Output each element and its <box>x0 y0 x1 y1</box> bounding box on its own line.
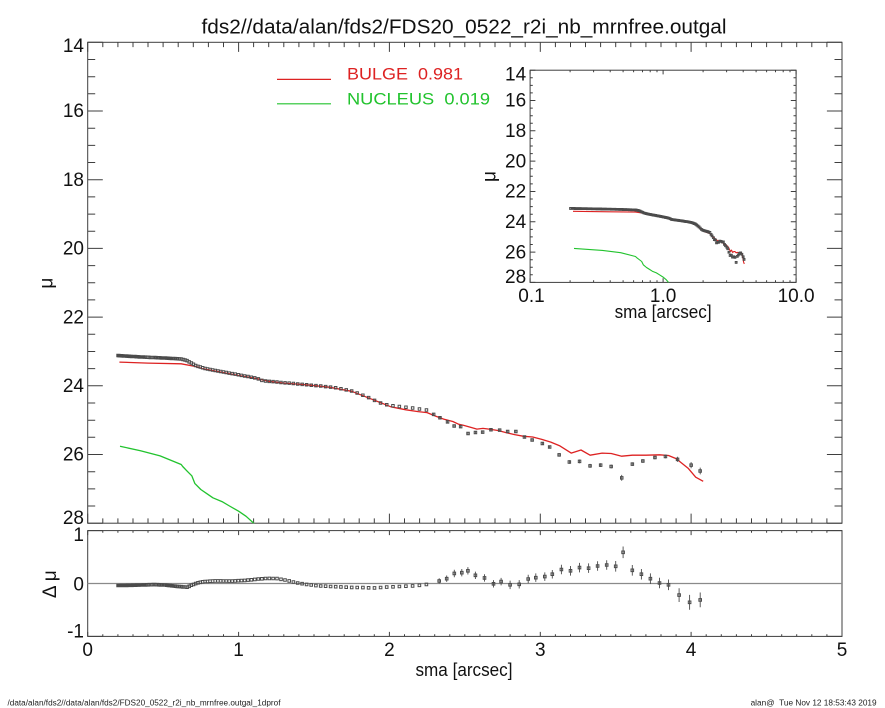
svg-text:fds2//data/alan/fds2/FDS20_052: fds2//data/alan/fds2/FDS20_0522_r2i_nb_m… <box>202 16 727 38</box>
svg-text:24: 24 <box>505 212 527 233</box>
svg-text:0: 0 <box>73 574 84 595</box>
svg-text:4: 4 <box>686 640 697 661</box>
svg-text:μ: μ <box>479 171 500 182</box>
svg-text:26: 26 <box>63 445 84 466</box>
svg-text:18: 18 <box>505 121 526 142</box>
svg-text:sma [arcsec]: sma [arcsec] <box>416 660 513 680</box>
svg-text:14: 14 <box>505 64 527 85</box>
svg-text:14: 14 <box>63 36 85 57</box>
svg-text:10.0: 10.0 <box>778 286 815 307</box>
svg-text:26: 26 <box>505 242 526 263</box>
svg-text:1: 1 <box>233 640 244 661</box>
svg-text:20: 20 <box>63 239 84 260</box>
svg-text:alan@ Tue Nov 12 18:53:43 201: alan@ Tue Nov 12 18:53:43 2019 <box>751 698 877 708</box>
svg-text:16: 16 <box>63 101 84 122</box>
svg-text:1.0: 1.0 <box>650 286 676 307</box>
svg-text:3: 3 <box>535 640 546 661</box>
svg-text:22: 22 <box>505 182 526 203</box>
svg-text:μ: μ <box>36 278 57 289</box>
svg-text:Δ μ: Δ μ <box>40 570 61 598</box>
svg-text:28: 28 <box>63 508 84 529</box>
svg-text:28: 28 <box>505 267 526 288</box>
svg-text:sma [arcsec]: sma [arcsec] <box>615 302 712 322</box>
svg-text:2: 2 <box>384 640 395 661</box>
svg-text:24: 24 <box>63 376 85 397</box>
svg-text:18: 18 <box>63 170 84 191</box>
svg-text:5: 5 <box>837 640 848 661</box>
svg-text:20: 20 <box>505 151 526 172</box>
svg-text:16: 16 <box>505 91 526 112</box>
svg-text:0.1: 0.1 <box>518 286 544 307</box>
svg-text:/data/alan/fds2//data/alan/fds: /data/alan/fds2//data/alan/fds2/FDS20_05… <box>8 698 282 707</box>
svg-text:NUCLEUS 0.019: NUCLEUS 0.019 <box>347 89 490 108</box>
svg-text:BULGE 0.981: BULGE 0.981 <box>347 64 463 83</box>
svg-text:-1: -1 <box>67 622 84 643</box>
svg-text:0: 0 <box>82 640 93 661</box>
svg-text:1: 1 <box>73 525 84 546</box>
svg-text:22: 22 <box>63 307 84 328</box>
